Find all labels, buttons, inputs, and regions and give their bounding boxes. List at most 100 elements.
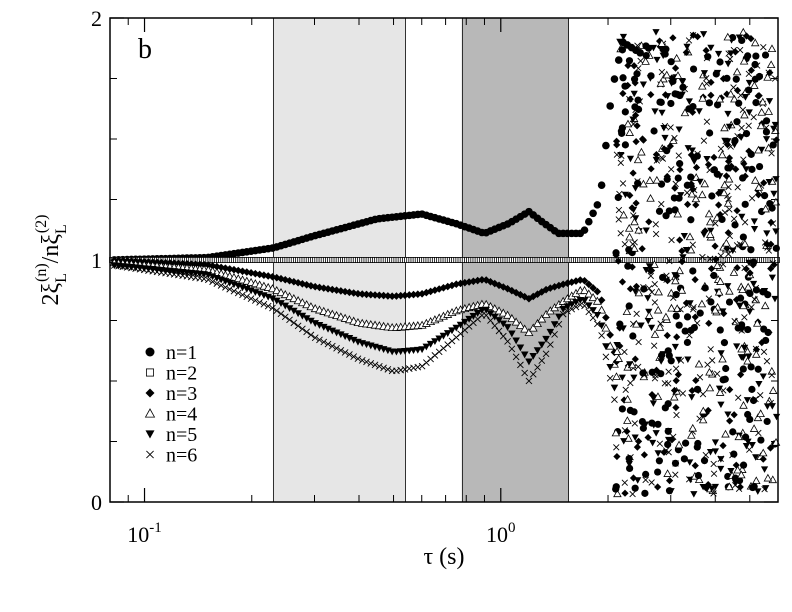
data-point [537, 288, 546, 296]
x-stroke [733, 242, 741, 249]
data-point [515, 320, 525, 330]
data-point [418, 362, 426, 370]
data-point [435, 335, 443, 343]
data-point [285, 276, 294, 285]
data-point [630, 62, 638, 70]
data-point [619, 325, 627, 332]
data-point [700, 457, 709, 465]
data-point [652, 175, 662, 184]
data-point [713, 261, 722, 269]
data-point [645, 176, 655, 184]
data-point [760, 466, 769, 473]
data-point [727, 162, 735, 170]
data-point [771, 121, 779, 129]
x-stroke [568, 305, 576, 313]
x-stroke [299, 325, 306, 333]
y-tick-label: 0 [91, 490, 102, 515]
data-point [700, 231, 708, 239]
data-point [675, 126, 683, 133]
data-point [396, 291, 405, 300]
x-stroke [358, 356, 366, 364]
data-point [637, 322, 645, 329]
data-point [660, 145, 668, 153]
data-point [671, 64, 680, 72]
data-point [632, 215, 640, 222]
data-point [735, 34, 743, 41]
data-point [363, 358, 370, 366]
data-point [704, 480, 712, 489]
x-stroke [685, 476, 693, 483]
data-point [673, 411, 680, 419]
data-point [616, 190, 623, 198]
data-point [763, 403, 772, 410]
data-point [726, 206, 733, 213]
data-point [452, 280, 461, 288]
x-stroke [734, 184, 741, 191]
data-point [681, 439, 690, 447]
x-stroke [230, 287, 238, 295]
x-stroke [435, 348, 443, 356]
data-point [732, 296, 741, 304]
x-stroke [686, 332, 693, 339]
data-point [717, 252, 725, 259]
data-point [683, 313, 692, 321]
data-point [371, 361, 379, 369]
data-point [667, 357, 675, 365]
data-point [747, 246, 755, 254]
data-point [735, 302, 744, 310]
x-stroke [666, 257, 673, 265]
data-point [589, 307, 597, 314]
data-point [737, 134, 745, 141]
data-point [652, 221, 659, 228]
data-point [414, 363, 422, 371]
data-point [690, 324, 698, 332]
data-point [717, 350, 725, 357]
data-point [612, 483, 620, 491]
x-stroke [512, 353, 520, 361]
data-point [676, 166, 684, 174]
x-stroke [741, 314, 748, 321]
x-stroke [303, 328, 311, 336]
data-point [286, 316, 293, 324]
data-point [667, 80, 676, 87]
data-point [761, 51, 770, 59]
data-point [533, 347, 542, 355]
scatter-noise-layer [611, 27, 781, 498]
data-point [752, 345, 761, 354]
data-point [431, 352, 439, 359]
data-point [630, 90, 638, 98]
data-point [337, 346, 345, 354]
data-point [358, 356, 366, 364]
data-point [366, 290, 375, 299]
data-point [675, 356, 683, 364]
data-point [707, 265, 716, 273]
x-stroke [239, 291, 246, 299]
data-point [694, 475, 704, 483]
data-point [732, 480, 740, 487]
data-point [694, 386, 702, 394]
data-point [625, 232, 634, 241]
data-point [260, 271, 268, 280]
x-stroke [431, 352, 439, 359]
data-point [375, 291, 384, 300]
data-point [716, 277, 725, 285]
x-stroke [633, 310, 640, 317]
data-point [681, 327, 689, 335]
data-point [644, 295, 652, 302]
data-point [725, 154, 734, 162]
data-point [764, 107, 774, 115]
data-point [731, 317, 738, 325]
data-point [648, 390, 656, 399]
x-stroke [648, 288, 656, 296]
legend-marker-n=1 [145, 347, 155, 357]
data-point [656, 440, 664, 447]
data-point [772, 413, 781, 421]
data-point [626, 191, 634, 199]
data-point [730, 94, 739, 103]
data-point [614, 354, 624, 362]
data-point [621, 108, 629, 116]
data-point [760, 43, 767, 51]
data-point [690, 304, 697, 311]
data-point [341, 349, 349, 356]
data-point [763, 473, 773, 482]
